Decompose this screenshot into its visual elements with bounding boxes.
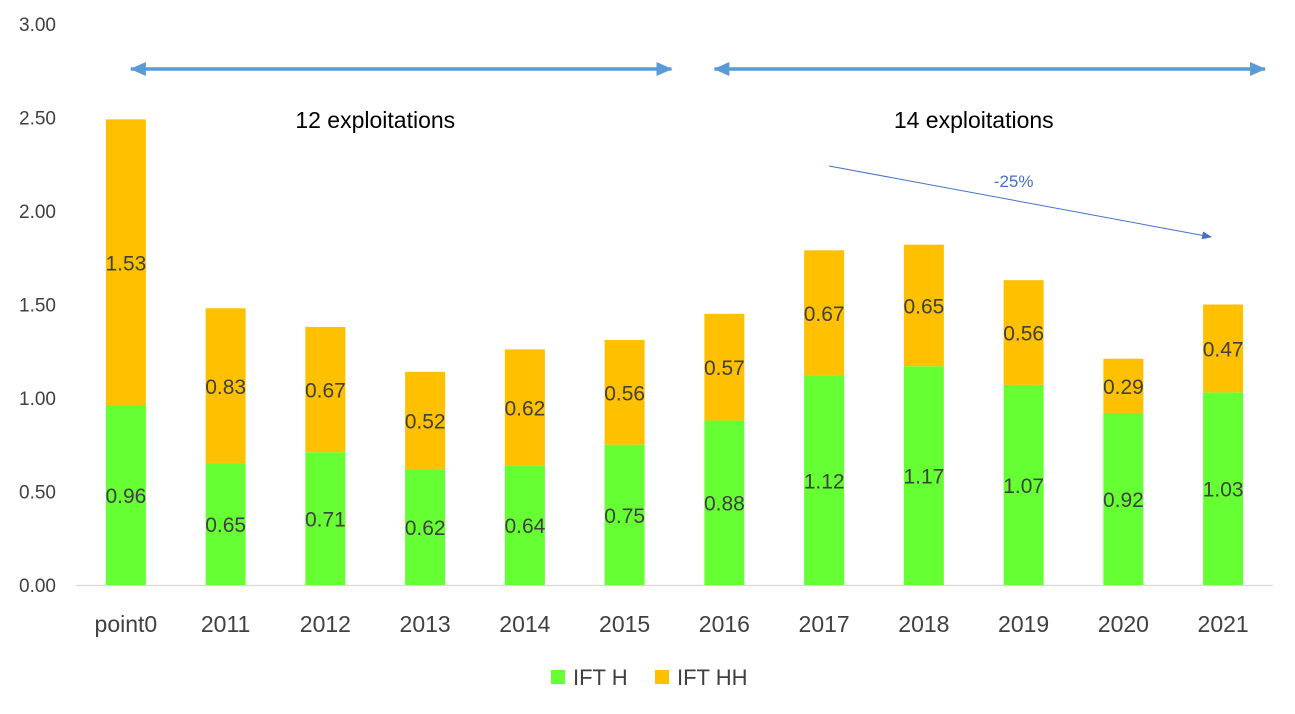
x-tick-label: 2020 bbox=[1098, 611, 1149, 637]
data-label: 1.17 bbox=[903, 466, 944, 489]
bar-ift-h bbox=[305, 452, 346, 585]
bar-ift-h bbox=[804, 375, 845, 585]
legend-swatch bbox=[655, 670, 669, 684]
bar-ift-hh bbox=[804, 250, 845, 376]
data-label: 0.57 bbox=[704, 357, 745, 380]
y-tick-label: 1.00 bbox=[19, 389, 56, 410]
x-tick-label: 2015 bbox=[599, 611, 650, 637]
data-label: 1.03 bbox=[1203, 479, 1244, 502]
bar-ift-h bbox=[704, 420, 745, 585]
data-label: 0.88 bbox=[704, 493, 745, 516]
data-label: 0.92 bbox=[1103, 489, 1144, 512]
x-tick-label: 2014 bbox=[499, 611, 550, 637]
data-label: 0.65 bbox=[205, 514, 246, 537]
y-tick-label: 1.50 bbox=[19, 296, 56, 317]
bar-ift-hh bbox=[105, 119, 146, 406]
bar-ift-hh bbox=[305, 326, 346, 453]
bar-ift-h bbox=[205, 463, 246, 585]
data-label: 0.65 bbox=[903, 295, 944, 318]
bar-ift-hh bbox=[704, 313, 745, 421]
bars: 0.96 1.53 0.65 0.83 0.71 0.67 0.62 0.52 0.64 0.62… bbox=[105, 119, 1244, 585]
legend: IFT H IFT HH bbox=[551, 665, 747, 690]
data-label: 1.12 bbox=[804, 470, 845, 493]
bar-ift-h bbox=[405, 469, 446, 585]
bar-ift-hh bbox=[205, 308, 246, 464]
trend-arrow bbox=[829, 165, 1213, 240]
bar-ift-hh bbox=[1203, 304, 1244, 393]
data-label: 0.56 bbox=[1003, 323, 1044, 346]
bar-ift-hh bbox=[1003, 280, 1044, 385]
annotations: 12 exploitations 14 exploitations -25% bbox=[129, 62, 1266, 240]
bar-ift-h bbox=[1103, 412, 1144, 585]
data-label: 1.07 bbox=[1003, 475, 1044, 498]
x-tick-label: 2018 bbox=[898, 611, 949, 637]
x-tick-label: 2017 bbox=[799, 611, 850, 637]
trend-label: -25% bbox=[994, 172, 1034, 191]
bar-ift-h bbox=[105, 405, 146, 585]
legend-label: IFT HH bbox=[677, 665, 747, 690]
x-tick-label: 2019 bbox=[998, 611, 1049, 637]
data-label: 0.47 bbox=[1203, 338, 1244, 361]
bar-ift-hh bbox=[504, 349, 545, 466]
y-tick-label: 0.50 bbox=[19, 483, 56, 504]
data-label: 0.56 bbox=[604, 382, 645, 405]
data-label: 0.67 bbox=[804, 303, 845, 326]
y-tick-label: 0.00 bbox=[19, 576, 56, 597]
bar-ift-h bbox=[604, 444, 645, 585]
data-label: 0.96 bbox=[105, 485, 146, 508]
x-tick-label: 2012 bbox=[300, 611, 351, 637]
axes: 0.00 0.50 1.00 1.50 2.00 2.50 3.00 point0 2011 20… bbox=[19, 15, 1273, 637]
x-tick-label: point0 bbox=[95, 611, 158, 637]
period-label: 12 exploitations bbox=[295, 107, 455, 133]
data-label: 1.53 bbox=[105, 252, 146, 275]
y-tick-label: 2.50 bbox=[19, 109, 56, 130]
data-label: 0.62 bbox=[405, 517, 446, 540]
y-tick-label: 2.00 bbox=[19, 202, 56, 223]
bar-ift-hh bbox=[1103, 358, 1144, 413]
data-label: 0.64 bbox=[504, 515, 545, 538]
bar-ift-hh bbox=[405, 371, 446, 470]
data-label: 0.71 bbox=[305, 509, 346, 532]
bar-ift-h bbox=[903, 366, 944, 585]
period-label: 14 exploitations bbox=[894, 107, 1054, 133]
bar-ift-hh bbox=[604, 340, 645, 445]
bar-ift-h bbox=[504, 465, 545, 585]
x-tick-label: 2013 bbox=[400, 611, 451, 637]
x-tick-label: 2016 bbox=[699, 611, 750, 637]
legend-label: IFT H bbox=[573, 665, 628, 690]
data-label: 0.62 bbox=[504, 397, 545, 420]
data-label: 0.67 bbox=[305, 380, 346, 403]
bar-ift-h bbox=[1003, 384, 1044, 585]
y-tick-label: 3.00 bbox=[19, 15, 56, 36]
data-label: 0.83 bbox=[205, 376, 246, 399]
x-tick-label: 2011 bbox=[201, 611, 250, 637]
data-label: 0.75 bbox=[604, 505, 645, 528]
bar-ift-hh bbox=[903, 244, 944, 367]
data-label: 0.52 bbox=[405, 410, 446, 433]
bar-ift-h bbox=[1203, 392, 1244, 585]
x-tick-label: 2021 bbox=[1198, 611, 1249, 637]
data-label: 0.29 bbox=[1103, 376, 1144, 399]
legend-swatch bbox=[551, 670, 565, 684]
